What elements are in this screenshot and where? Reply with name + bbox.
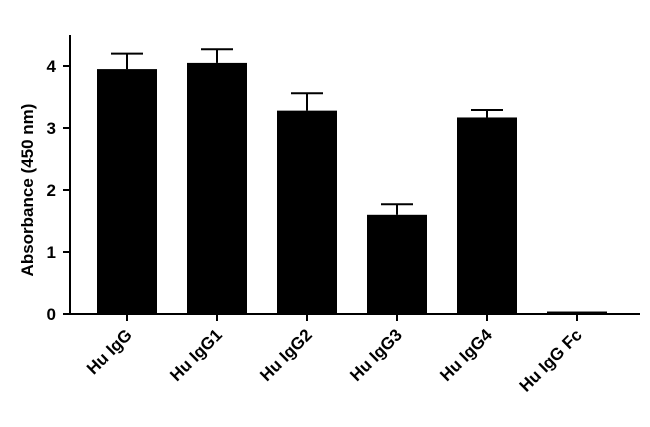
bars-group: [97, 62, 607, 315]
error-bars-group: [111, 48, 503, 215]
y-tick-label: 4: [47, 57, 57, 76]
x-category-label: Hu IgG2: [256, 325, 316, 385]
y-tick-label: 1: [47, 243, 56, 262]
y-tick-label: 0: [47, 305, 56, 324]
bar: [457, 117, 517, 315]
bar: [547, 311, 607, 314]
bar: [277, 110, 337, 314]
x-category-label: Hu IgG Fc: [516, 325, 586, 395]
x-category-label: Hu IgG3: [346, 325, 406, 385]
y-tick-label: 3: [47, 119, 56, 138]
bar: [187, 62, 247, 315]
y-axis-title: Absorbance (450 nm): [18, 104, 37, 277]
x-category-label: Hu IgG4: [436, 325, 496, 385]
x-category-label: Hu IgG: [83, 325, 136, 378]
y-tick-label: 2: [47, 181, 56, 200]
bar: [97, 69, 157, 314]
bar: [367, 214, 427, 314]
x-category-label: Hu IgG1: [166, 325, 226, 385]
x-ticks-group: Hu IgG Hu IgG1 Hu IgG2 Hu IgG3 Hu IgG4 Hu IgG…: [83, 314, 586, 396]
axes-group: [69, 35, 640, 315]
y-ticks-group: 0 1 2 3 4: [47, 57, 70, 324]
